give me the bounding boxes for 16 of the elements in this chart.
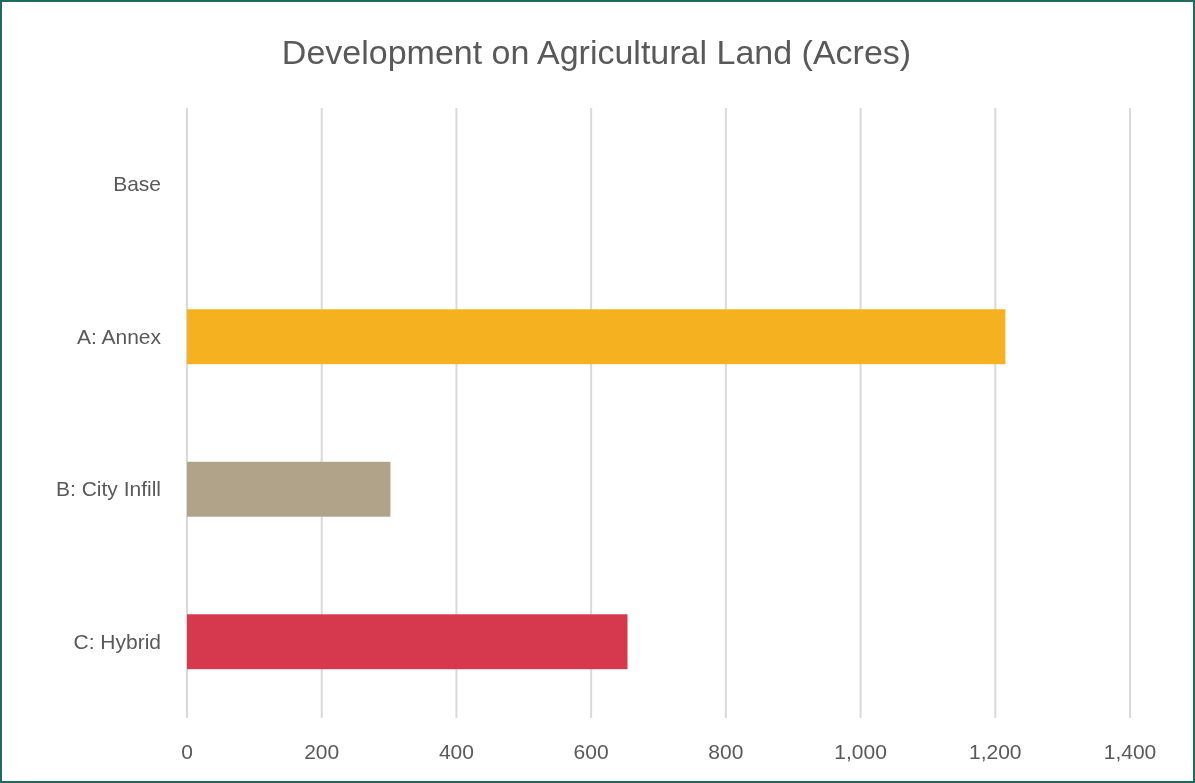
y-tick-label: C: Hybrid bbox=[73, 629, 161, 653]
x-tick-label: 600 bbox=[573, 740, 609, 763]
x-tick-label: 1,400 bbox=[1103, 740, 1157, 763]
y-tick-label: B: City Infill bbox=[55, 477, 161, 501]
x-tick-label: 200 bbox=[304, 740, 340, 763]
bar bbox=[187, 461, 391, 517]
bar bbox=[187, 309, 1006, 365]
x-tick-label: 1,200 bbox=[969, 740, 1022, 763]
y-tick-label: Base bbox=[113, 172, 161, 196]
y-tick-label: A: Annex bbox=[76, 324, 162, 348]
x-tick-label: 0 bbox=[181, 740, 193, 763]
chart-title: Development on Agricultural Land (Acres) bbox=[281, 33, 912, 71]
x-tick-label: 400 bbox=[438, 740, 474, 763]
x-tick-label: 800 bbox=[708, 740, 744, 763]
x-tick-label: 1,000 bbox=[834, 740, 887, 763]
bar bbox=[187, 614, 628, 670]
